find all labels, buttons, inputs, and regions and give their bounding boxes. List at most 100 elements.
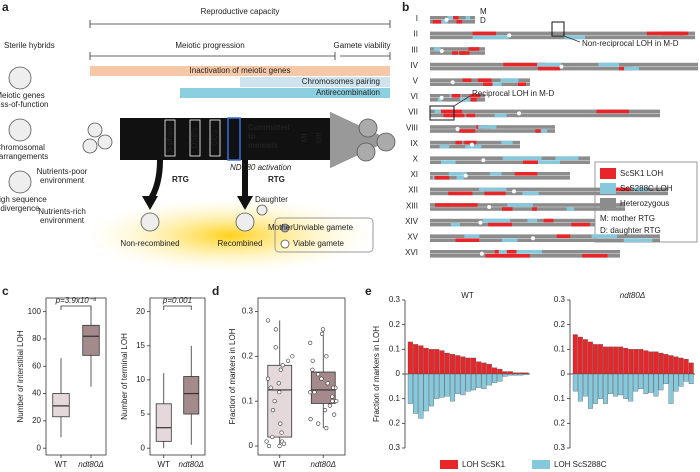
loh-segment bbox=[434, 176, 450, 180]
chromosome bbox=[430, 66, 698, 71]
loh-segment bbox=[470, 98, 477, 102]
bar bbox=[658, 352, 664, 375]
panel-label: d bbox=[212, 284, 219, 298]
loh-segment bbox=[472, 35, 488, 40]
rtg-head bbox=[237, 196, 253, 210]
y-tick-label: 0 bbox=[141, 443, 146, 452]
y-tick-label: 0 bbox=[396, 369, 401, 378]
loh-segment bbox=[501, 207, 513, 211]
loh-segment bbox=[488, 222, 513, 227]
loh-segment bbox=[517, 82, 526, 86]
stage-box bbox=[164, 119, 176, 157]
chromosome bbox=[430, 160, 590, 164]
loh-segment bbox=[501, 238, 518, 242]
y-tick-label: 80 bbox=[32, 334, 41, 343]
bar bbox=[465, 373, 471, 392]
chromosome bbox=[430, 222, 595, 227]
chromosome bbox=[430, 98, 485, 102]
loh-segment bbox=[537, 62, 562, 67]
bar bbox=[618, 373, 624, 396]
bar bbox=[486, 363, 492, 375]
point bbox=[320, 331, 325, 336]
centromere bbox=[444, 17, 449, 22]
bar bbox=[497, 368, 503, 375]
bar bbox=[593, 373, 598, 404]
centromere bbox=[439, 95, 444, 100]
loh-segment bbox=[662, 31, 685, 36]
bar bbox=[497, 373, 503, 382]
loh-segment bbox=[455, 238, 480, 242]
bar bbox=[623, 373, 629, 399]
point bbox=[290, 354, 295, 359]
loh-segment bbox=[434, 109, 442, 114]
y-tick-label: 0.1 bbox=[389, 394, 401, 403]
bar bbox=[648, 373, 654, 393]
bar bbox=[638, 349, 644, 375]
point bbox=[273, 327, 278, 332]
bar bbox=[428, 373, 434, 407]
centromere bbox=[463, 173, 468, 178]
loh-segment bbox=[439, 144, 450, 149]
chromosome bbox=[430, 47, 485, 51]
loh-segment bbox=[440, 20, 448, 24]
loh-segment bbox=[483, 82, 493, 86]
chromosome-label: IX bbox=[410, 139, 418, 148]
y-tick-label: 0.3 bbox=[554, 443, 566, 452]
process-label: Chromosomes pairing bbox=[302, 77, 380, 86]
loh-segment bbox=[464, 140, 477, 145]
y-axis-label: Number of terminal LOH bbox=[120, 333, 129, 420]
loh-segment bbox=[582, 254, 608, 258]
point bbox=[272, 399, 277, 404]
loh-segment bbox=[473, 47, 480, 51]
box bbox=[183, 376, 200, 415]
bar bbox=[502, 371, 508, 375]
point bbox=[308, 340, 313, 345]
loh-segment bbox=[434, 203, 449, 207]
chromosome-label: XI bbox=[410, 170, 418, 179]
y-tick-label: 0 bbox=[561, 369, 566, 378]
x-tick-label: WT bbox=[55, 460, 68, 469]
chromosome bbox=[430, 82, 530, 86]
centromere bbox=[507, 33, 512, 38]
cell bbox=[87, 122, 103, 138]
heading: Meiotic progression bbox=[175, 41, 244, 50]
bar bbox=[648, 351, 654, 375]
chromosome-label: IV bbox=[410, 61, 418, 70]
bar bbox=[587, 341, 593, 375]
bar bbox=[486, 373, 492, 386]
point bbox=[308, 390, 313, 395]
bar bbox=[502, 373, 508, 377]
chromosome-label: II bbox=[414, 30, 418, 39]
point bbox=[322, 408, 328, 413]
bar bbox=[582, 373, 588, 397]
loh-segment bbox=[537, 160, 560, 164]
loh-segment bbox=[571, 222, 590, 227]
env: Nutrients-rich bbox=[38, 207, 86, 216]
plot-frame bbox=[257, 297, 346, 456]
loh-segment bbox=[522, 191, 539, 196]
chromosome-label: XVI bbox=[405, 248, 418, 257]
point bbox=[330, 394, 335, 399]
plot-frame bbox=[149, 297, 206, 456]
bar bbox=[613, 346, 619, 375]
chromosome-label: VIII bbox=[406, 123, 418, 132]
cell bbox=[8, 118, 32, 142]
point bbox=[320, 327, 326, 332]
y-tick-label: 0.3 bbox=[389, 443, 401, 452]
cause: Meiotic genes bbox=[0, 91, 45, 100]
division: MII bbox=[315, 132, 324, 143]
cell-label: Daughter bbox=[255, 195, 288, 204]
y-tick-label: 0.3 bbox=[554, 295, 566, 304]
bar bbox=[608, 346, 613, 375]
centromere bbox=[478, 220, 483, 225]
note: D: daughter RTG bbox=[600, 226, 661, 235]
bar bbox=[476, 361, 482, 375]
centromere bbox=[559, 64, 564, 69]
bar bbox=[678, 373, 684, 387]
bar bbox=[618, 346, 624, 375]
rtg-arrow bbox=[147, 159, 163, 202]
rtg-head bbox=[142, 196, 158, 210]
bar bbox=[582, 339, 588, 375]
bar bbox=[444, 352, 450, 375]
point bbox=[334, 399, 339, 404]
